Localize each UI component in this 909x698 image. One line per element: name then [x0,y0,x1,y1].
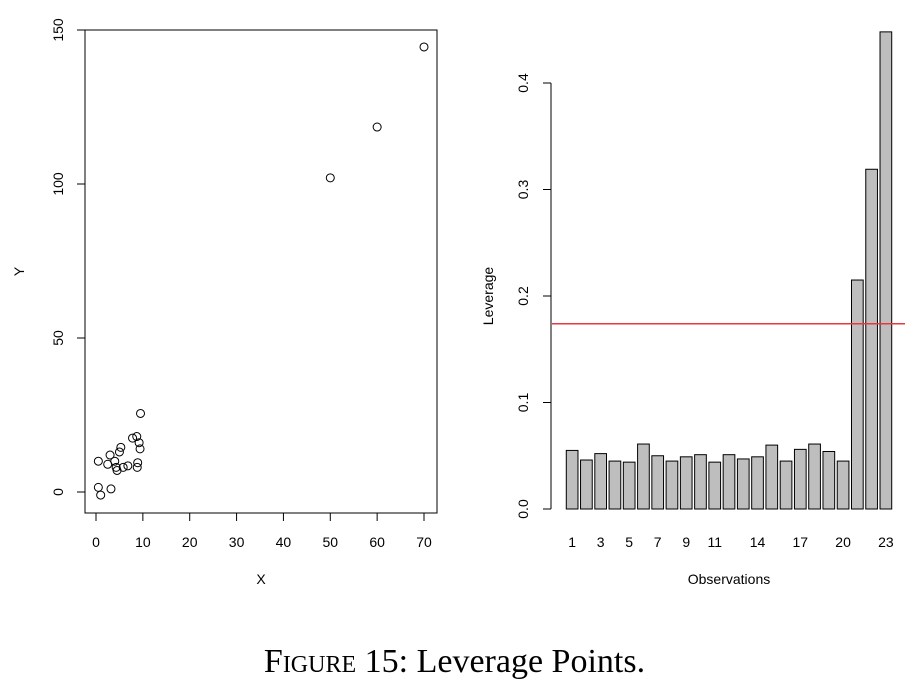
leverage-bar [622,461,636,510]
leverage-bar [665,460,679,510]
figure-caption: Figure 15: Leverage Points. [0,643,909,681]
bar-category-label: 7 [654,534,662,550]
bar-category-label: 17 [793,534,809,550]
bar-category-label: 11 [707,534,722,550]
bar-category-label: 23 [878,534,894,550]
bar-y-tick-label: 0.2 [515,286,531,306]
leverage-bar [836,460,850,510]
leverage-bar [736,458,750,510]
scatter-point [419,42,429,52]
leverage-bar [679,456,693,510]
bar-category-label: 5 [625,534,633,550]
scatter-x-tick-label: 50 [322,534,338,550]
scatter-x-tick-label: 30 [229,534,245,550]
scatter-point [325,173,335,183]
bar-y-axis-label: Leverage [480,267,496,326]
bar-x-axis-label: Observations [688,571,770,587]
bar-y-tick-label: 0.1 [515,393,531,413]
scatter-point [105,450,115,460]
scatter-point [118,462,128,472]
leverage-bar [865,168,878,510]
figure-caption-label: Figure 15: [263,643,409,680]
scatter-point [135,444,145,454]
bar-category-label: 14 [750,534,766,550]
scatter-x-tick-label: 0 [92,534,100,550]
scatter-x-tick-label: 20 [182,534,198,550]
scatter-x-tick-label: 40 [276,534,292,550]
leverage-bar [594,453,607,510]
scatter-point [132,462,142,472]
bar-y-tick-label: 0.4 [515,73,531,93]
leverage-bar [651,455,665,510]
scatter-y-tick-label: 0 [50,488,66,496]
leverage-bar [765,444,779,510]
leverage-bar [851,279,864,510]
scatter-point [96,490,106,500]
scatter-point [93,482,103,492]
scatter-x-tick-label: 60 [369,534,385,550]
leverage-bar [779,460,793,510]
leverage-bar [694,454,707,510]
scatter-point [132,432,142,442]
scatter-x-tick-label: 70 [416,534,432,550]
scatter-plot-panel: 0 10 20 30 40 50 60 70 0 50 100 150 X Y [11,18,438,587]
bar-category-label: 3 [597,534,605,550]
scatter-y-tick-label: 150 [50,18,66,42]
scatter-point [128,433,138,443]
scatter-point [136,408,146,418]
scatter-plot-box [84,29,438,514]
bar-y-tick-label: 0.0 [515,499,531,519]
leverage-bar [565,449,579,510]
scatter-y-axis-label: Y [11,266,27,276]
scatter-point [134,438,144,448]
scatter-y-tick-label: 100 [50,172,66,196]
leverage-bar [722,454,736,510]
bar-category-label: 9 [682,534,690,550]
leverage-bar [580,459,593,510]
scatter-point [106,484,116,494]
leverage-bar [608,460,622,510]
scatter-x-axis-label: X [256,571,266,587]
leverage-bar [808,443,821,510]
scatter-point [110,456,120,466]
bar-y-tick-label: 0.3 [515,180,531,200]
scatter-y-tick-label: 50 [50,330,66,346]
scatter-point [372,122,382,132]
leverage-bar [879,31,893,510]
leverage-bar [708,461,722,510]
bar-category-label: 1 [568,534,576,550]
leverage-bar [822,450,836,510]
scatter-x-tick-label: 10 [135,534,151,550]
scatter-point [116,442,126,452]
scatter-point [93,456,103,466]
leverage-bar [793,448,807,510]
scatter-point [133,458,143,468]
leverage-bar [637,443,650,510]
leverage-bar [751,456,764,510]
scatter-point [123,461,133,471]
leverage-bar-chart-panel: 0.0 0.1 0.2 0.3 0.4 Leverage 1 3 5 7 9 11 14 17 20 23 Ob… [480,31,905,587]
scatter-point [114,447,124,457]
bar-category-label: 20 [835,534,851,550]
figure-caption-text: Leverage Points. [416,643,646,680]
